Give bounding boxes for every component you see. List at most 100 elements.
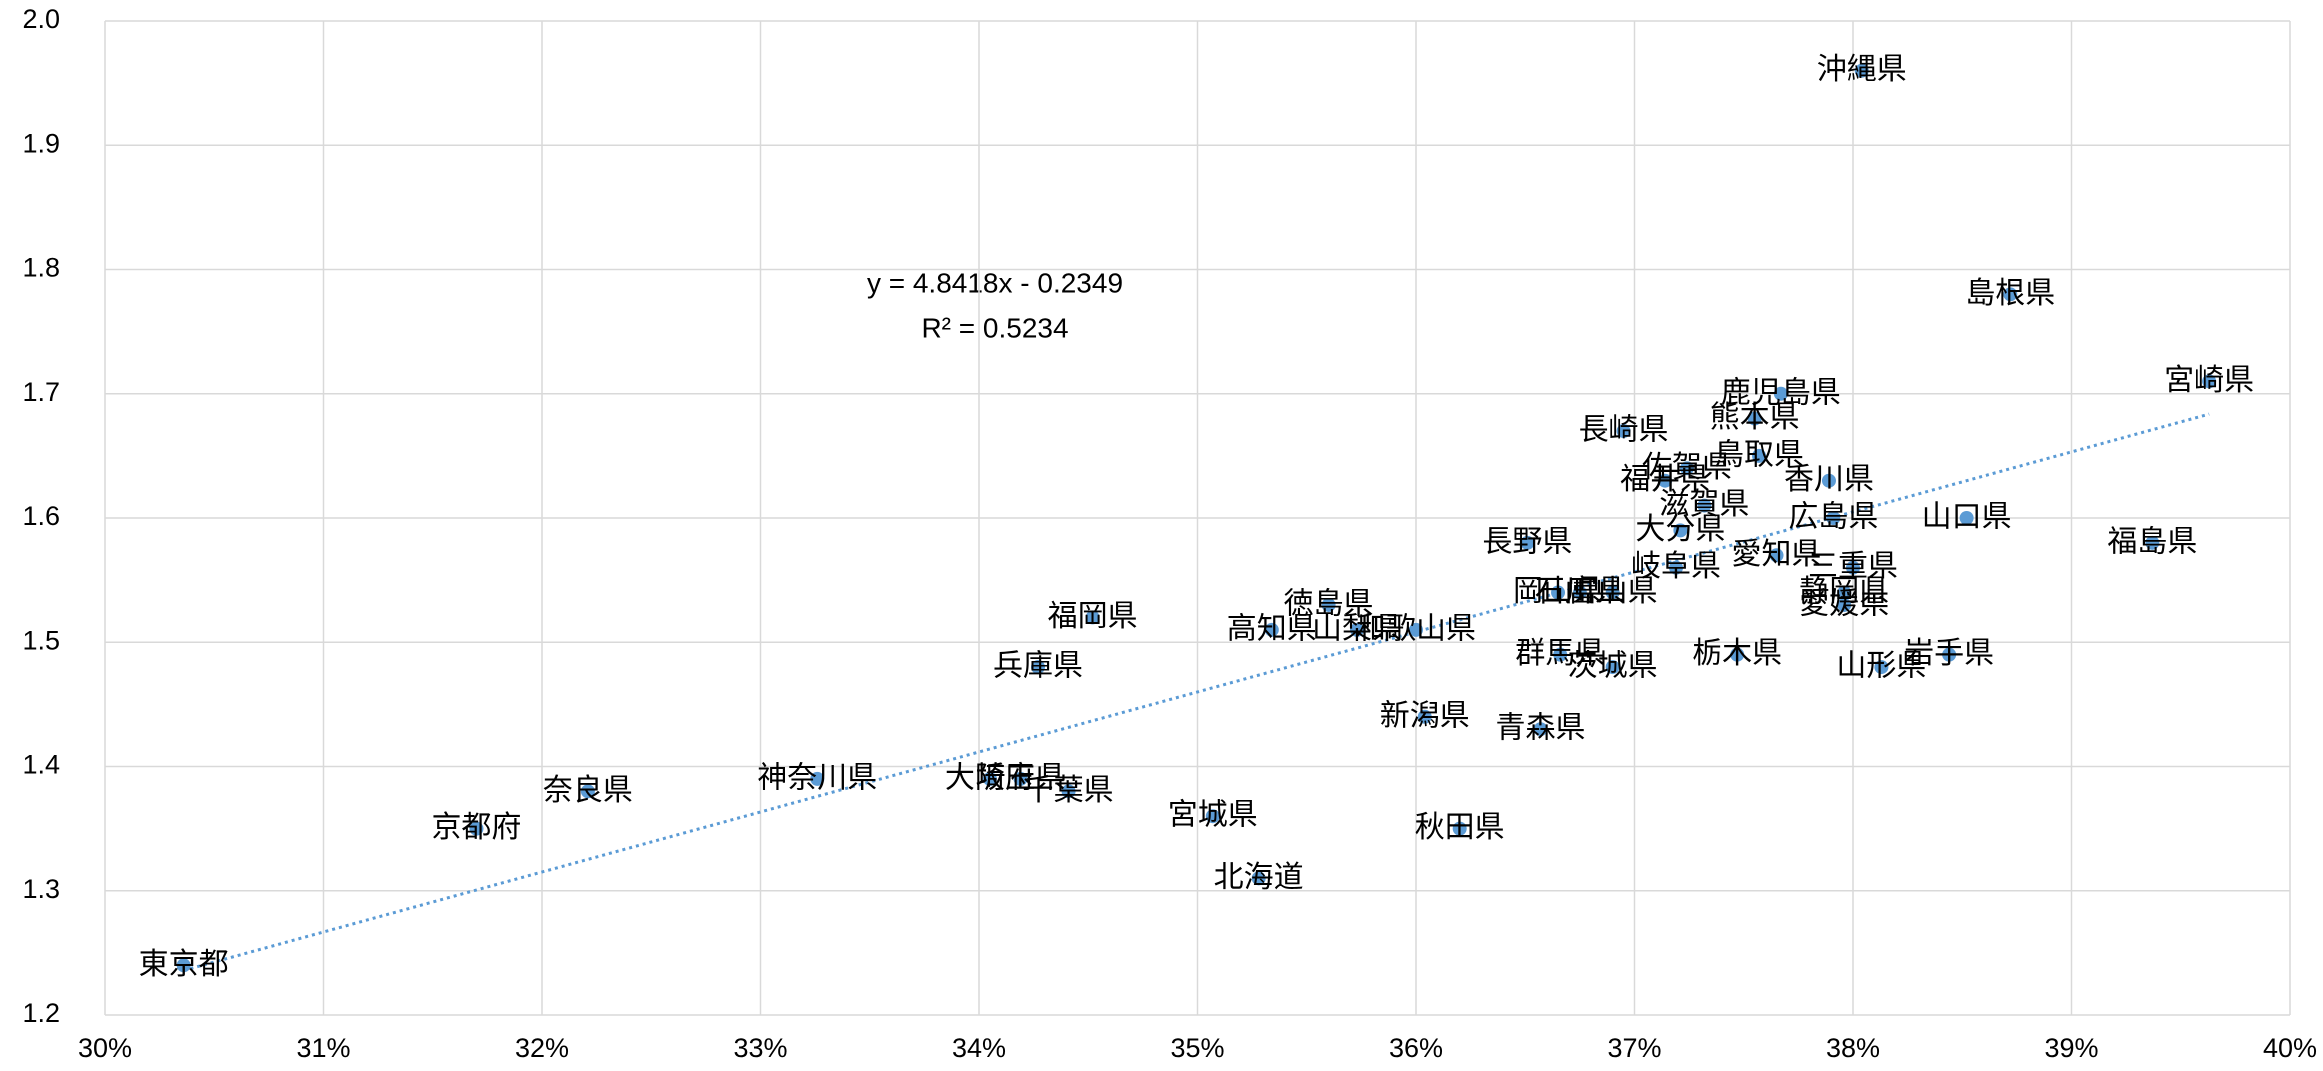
x-tick-label: 37% [1607, 1033, 1661, 1063]
point [1205, 809, 1220, 824]
point [2145, 535, 2160, 550]
x-tick-label: 36% [1389, 1033, 1443, 1063]
point [469, 821, 484, 836]
point-label: 奈良県 [543, 773, 633, 808]
point-label: 徳島県 [1284, 586, 1374, 621]
x-tick-label: 34% [952, 1033, 1006, 1063]
x-tick-label: 39% [2044, 1033, 2098, 1063]
x-tick-label: 33% [733, 1033, 787, 1063]
y-tick-label: 1.2 [22, 998, 60, 1028]
point-label: 秋田県 [1415, 810, 1505, 845]
y-tick-label: 1.8 [22, 253, 60, 283]
point-label: 神奈川県 [757, 760, 877, 795]
point [1942, 647, 1957, 662]
point [1030, 660, 1045, 675]
point-label: 高知県 [1227, 611, 1317, 646]
point-label: 鹿児島県 [1721, 375, 1841, 410]
x-tick-label: 40% [2263, 1033, 2317, 1063]
point [1679, 461, 1694, 476]
point [1837, 585, 1852, 600]
point-label: 福岡県 [1048, 599, 1138, 634]
x-tick-label: 31% [296, 1033, 350, 1063]
point-label: 愛知県 [1732, 537, 1822, 572]
point-label: 愛媛県 [1799, 586, 1889, 621]
point [1846, 560, 1860, 575]
trendline [183, 412, 2210, 972]
point-label: 岐阜県 [1631, 549, 1721, 584]
point [1669, 560, 1684, 575]
point-label: 三重県 [1808, 549, 1898, 584]
point [1752, 448, 1767, 463]
point [1616, 424, 1631, 439]
y-tick-label: 1.3 [22, 874, 60, 904]
point [1959, 511, 1974, 525]
point-label: 福井県 [1620, 462, 1710, 497]
point-label: 北海道 [1214, 860, 1304, 895]
point-label: 茨城県 [1568, 649, 1658, 684]
trendline-equation: y = 4.8418x - 0.2349 [867, 267, 1123, 298]
y-tick-label: 1.6 [22, 501, 60, 531]
point [1821, 473, 1836, 488]
point [1321, 597, 1336, 612]
point-label: 京都府 [431, 810, 521, 845]
point [1826, 511, 1841, 525]
point [1605, 585, 1620, 600]
point [1350, 622, 1365, 637]
point [1551, 585, 1566, 600]
point-label: 新潟県 [1380, 698, 1470, 733]
point [580, 784, 595, 799]
point [1409, 622, 1423, 637]
point [1730, 647, 1745, 662]
point-label: 佐賀県 [1642, 450, 1732, 485]
point-label: 栃木県 [1692, 636, 1782, 671]
point [1061, 784, 1076, 799]
point-label: 宮城県 [1168, 798, 1258, 833]
x-tick-label: 38% [1826, 1033, 1880, 1063]
y-tick-label: 1.4 [22, 750, 60, 780]
point [2003, 287, 2018, 302]
point [1452, 821, 1467, 836]
point-label: 大分県 [1635, 512, 1725, 547]
y-tick-label: 2.0 [22, 4, 60, 34]
point [2202, 374, 2217, 389]
point-label: 富山県 [1568, 574, 1658, 609]
point [1520, 535, 1535, 550]
point-label: 広島県 [1788, 500, 1878, 535]
x-tick-label: 30% [78, 1033, 132, 1063]
point-label: 静岡県 [1799, 574, 1889, 609]
point [1673, 523, 1688, 538]
point [1747, 411, 1762, 426]
point-label: 和歌山県 [1356, 611, 1476, 646]
point-label: 沖縄県 [1817, 52, 1907, 87]
point-label: 山口県 [1922, 500, 2012, 535]
point-label: 山形県 [1836, 649, 1926, 684]
point-label: 鳥取県 [1714, 437, 1804, 472]
point [176, 958, 191, 973]
point [1773, 386, 1788, 401]
point-label: 千葉県 [1024, 773, 1114, 808]
point [1264, 622, 1279, 637]
point-label: 長野県 [1482, 524, 1572, 559]
point-label: 青森県 [1496, 711, 1586, 746]
point-label: 東京都 [139, 947, 229, 982]
point-label: 兵庫県 [993, 649, 1083, 684]
y-tick-label: 1.7 [22, 377, 60, 407]
point-label: 島根県 [1965, 276, 2055, 311]
point [1697, 498, 1712, 513]
trendline-r2: R² = 0.5234 [921, 312, 1068, 343]
point-label: 長崎県 [1579, 413, 1669, 448]
point [1533, 722, 1548, 737]
point-label: 香川県 [1784, 462, 1874, 497]
x-tick-label: 35% [1170, 1033, 1224, 1063]
point-label: 埼玉県 [976, 760, 1066, 795]
y-tick-label: 1.9 [22, 128, 60, 158]
point-label: 福島県 [2107, 524, 2197, 559]
y-tick-label: 1.5 [22, 625, 60, 655]
point [1658, 473, 1673, 488]
point-label: 宮崎県 [2164, 363, 2254, 398]
point-label: 山梨県 [1312, 611, 1402, 646]
point-label: 群馬県 [1515, 636, 1605, 671]
point [810, 771, 825, 786]
point [1874, 660, 1889, 675]
